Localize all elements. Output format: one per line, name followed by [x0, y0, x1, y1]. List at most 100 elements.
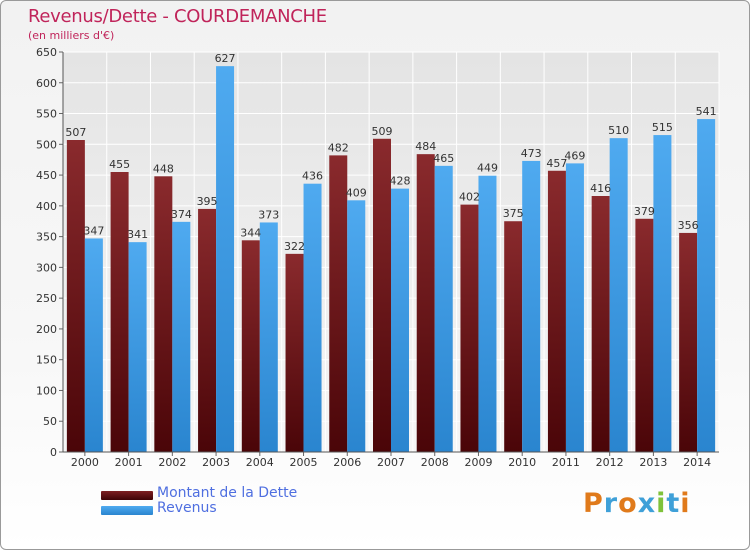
- data-label-dette: 344: [240, 226, 261, 239]
- y-tick-label: 350: [36, 231, 57, 244]
- data-label-dette: 402: [459, 191, 480, 204]
- x-tick-label: 2001: [115, 456, 143, 469]
- x-tick-label: 2004: [246, 456, 274, 469]
- data-label-dette: 509: [372, 125, 393, 138]
- x-tick-label: 2012: [596, 456, 624, 469]
- data-label-dette: 379: [634, 205, 655, 218]
- logo-letter: i: [656, 488, 667, 519]
- bar-dette: [198, 208, 217, 452]
- data-label-dette: 322: [284, 240, 305, 253]
- x-tick-label: 2013: [639, 456, 667, 469]
- x-tick-label: 2010: [508, 456, 536, 469]
- bar-revenus: [434, 165, 453, 452]
- data-labels: 507 347 455 341 448 374 395 627 344 373 322 436 482 4…: [65, 52, 716, 253]
- bar-revenus: [347, 200, 366, 452]
- y-tick-label: 200: [36, 323, 57, 336]
- y-tick-label: 550: [36, 108, 57, 121]
- y-tick-label: 300: [36, 261, 57, 274]
- bar-dette: [679, 232, 698, 452]
- data-label-dette: 455: [109, 158, 130, 171]
- data-label-revenus: 510: [608, 124, 629, 137]
- y-tick-label: 450: [36, 169, 57, 182]
- bar-revenus: [216, 66, 235, 453]
- bar-dette: [241, 240, 260, 452]
- chart-subtitle: (en milliers d'€): [28, 29, 115, 42]
- logo-letter: r: [603, 488, 619, 519]
- bar-revenus: [259, 222, 278, 452]
- y-tick-label: 100: [36, 384, 57, 397]
- bar-revenus: [303, 183, 322, 452]
- legend-swatch-dette: [101, 491, 153, 500]
- bar-dette: [416, 154, 435, 452]
- data-label-dette: 448: [153, 162, 174, 175]
- data-label-dette: 356: [678, 219, 699, 232]
- x-tick-label: 2003: [202, 456, 230, 469]
- bar-revenus: [128, 242, 147, 452]
- data-label-revenus: 373: [258, 208, 279, 221]
- x-tick-label: 2002: [158, 456, 186, 469]
- x-tick-label: 2008: [421, 456, 449, 469]
- bar-revenus: [391, 188, 409, 452]
- bar-revenus: [172, 221, 191, 452]
- bar-revenus: [84, 238, 103, 452]
- bar-revenus: [522, 160, 541, 452]
- logo-letter: x: [637, 488, 657, 519]
- legend-label-dette: Montant de la Dette: [157, 485, 298, 501]
- chart-title: Revenus/Dette - COURDEMANCHE: [28, 6, 327, 27]
- logo-letter: P: [583, 488, 604, 519]
- y-tick-label: 650: [36, 46, 57, 59]
- data-label-revenus: 409: [346, 186, 367, 199]
- data-label-revenus: 374: [171, 208, 192, 221]
- y-tick-label: 500: [36, 138, 57, 151]
- bar-dette: [329, 155, 348, 452]
- data-label-revenus: 515: [652, 121, 673, 134]
- bar-dette: [110, 172, 129, 452]
- bar-dette: [460, 204, 479, 452]
- x-tick-label: 2011: [552, 456, 580, 469]
- legend-swatch-revenus: [101, 506, 153, 515]
- x-tick-label: 2009: [464, 456, 492, 469]
- bar-revenus: [478, 175, 497, 452]
- data-label-revenus: 428: [390, 175, 411, 188]
- proxiti-logo: Proxiti: [583, 488, 691, 519]
- data-label-revenus: 469: [564, 149, 585, 162]
- data-label-dette: 482: [328, 141, 349, 154]
- x-tick-label: 2006: [333, 456, 361, 469]
- legend-label-revenus: Revenus: [157, 500, 217, 516]
- bar-dette: [547, 170, 566, 452]
- y-tick-label: 250: [36, 292, 57, 305]
- bar-dette: [635, 218, 654, 452]
- bar-dette: [591, 196, 610, 452]
- logo-letter: i: [680, 488, 691, 519]
- bar-dette: [285, 253, 304, 452]
- bar-dette: [154, 176, 173, 453]
- logo-letter: o: [618, 488, 638, 519]
- x-tick-label: 2005: [290, 456, 318, 469]
- data-label-revenus: 473: [521, 147, 542, 160]
- logo-letter: t: [666, 488, 681, 519]
- y-tick-label: 0: [50, 446, 57, 459]
- data-label-dette: 484: [415, 140, 436, 153]
- data-label-dette: 457: [546, 157, 567, 170]
- data-label-dette: 416: [590, 182, 611, 195]
- x-tick-label: 2014: [683, 456, 711, 469]
- data-label-revenus: 541: [696, 105, 717, 118]
- bar-revenus: [697, 119, 716, 453]
- bar-dette: [373, 138, 391, 452]
- data-label-revenus: 449: [477, 162, 498, 175]
- data-label-revenus: 347: [83, 224, 104, 237]
- bar-revenus: [653, 135, 672, 453]
- data-label-dette: 375: [503, 207, 524, 220]
- data-label-dette: 507: [65, 126, 86, 139]
- data-label-dette: 395: [197, 195, 218, 208]
- data-label-revenus: 341: [127, 228, 148, 241]
- y-tick-label: 150: [36, 354, 57, 367]
- y-tick-label: 600: [36, 77, 57, 90]
- bar-revenus: [565, 163, 584, 452]
- bar-revenus: [609, 138, 628, 452]
- x-tick-label: 2000: [71, 456, 99, 469]
- y-tick-label: 400: [36, 200, 57, 213]
- bar-dette: [66, 140, 85, 452]
